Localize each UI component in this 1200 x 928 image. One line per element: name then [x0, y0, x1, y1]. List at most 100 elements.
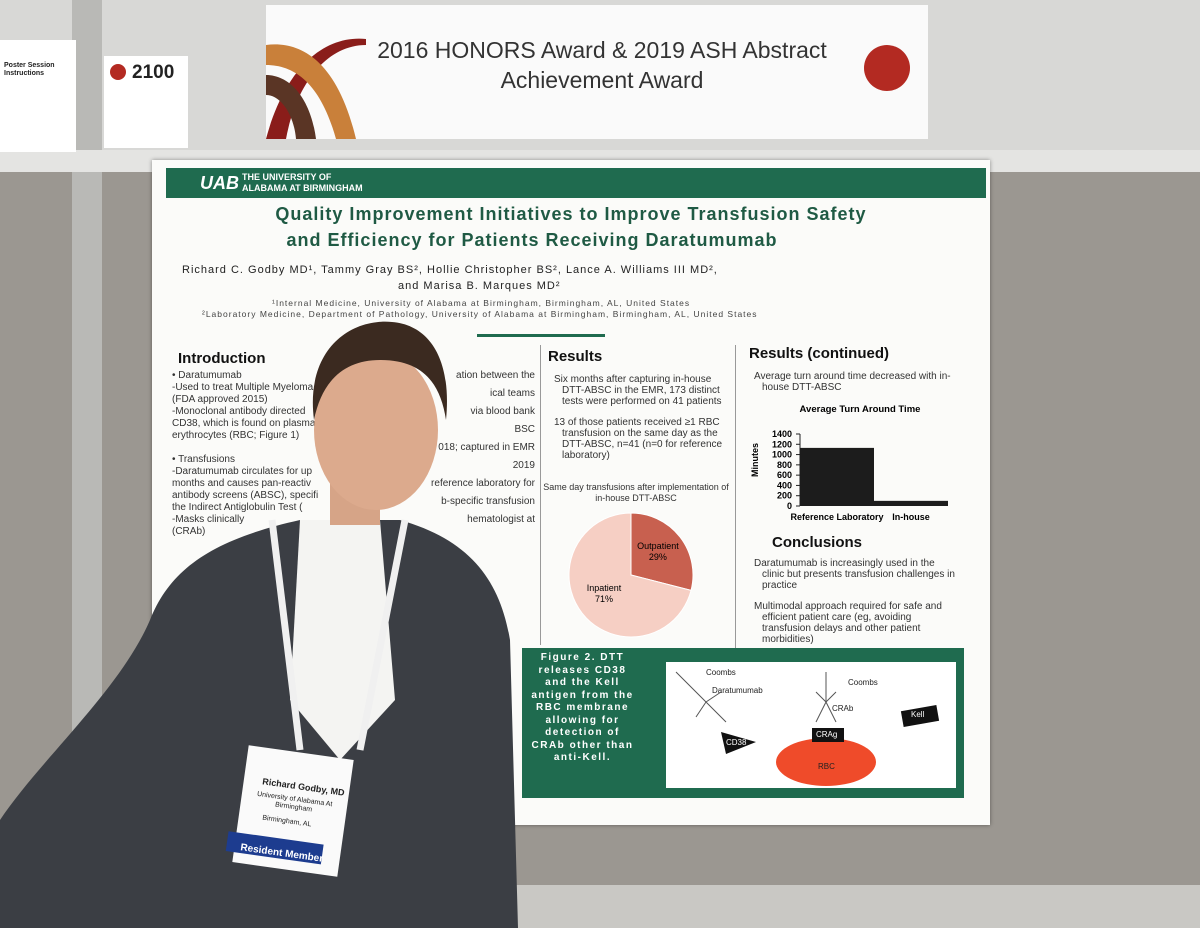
section-heading: Introduction — [178, 350, 266, 367]
poster-header-band: UAB THE UNIVERSITY OF ALABAMA AT BIRMING… — [166, 168, 986, 198]
text-line: BSC — [514, 424, 535, 435]
text-line: (CRAb) — [172, 526, 206, 537]
text-line: 018; captured in EMR — [438, 442, 535, 453]
ash-logo — [864, 45, 910, 91]
pie-slice — [568, 512, 692, 638]
bullet: 13 of those patients received ≥1 RBC tra… — [554, 417, 723, 461]
authors: Richard C. Godby MD¹, Tammy Gray BS², Ho… — [182, 264, 718, 276]
pie-value-label: 71% — [595, 594, 613, 604]
crag-shape — [812, 728, 844, 742]
figure-diagram: Coombs Daratumumab CD38 Coombs CRAb CRAg… — [666, 662, 956, 788]
figure-caption: Figure 2. DTT releases CD38 and the Kell… — [531, 652, 634, 763]
results-continued-text: Average turn around time decreased with … — [744, 367, 964, 403]
badge-band — [225, 831, 324, 865]
diagram — [675, 671, 940, 786]
y-tick-label: 800 — [777, 460, 792, 470]
affiliation: ²Laboratory Medicine, Department of Path… — [202, 309, 758, 319]
institution: THE UNIVERSITY OF — [242, 172, 332, 182]
text-line: months and causes pan-reactiv — [172, 478, 311, 489]
pie-label: Inpatient — [587, 583, 622, 593]
instruction-sheet: Poster Session Instructions — [0, 40, 76, 152]
diagram-label: RBC — [818, 762, 835, 771]
y-tick-label: 1000 — [772, 450, 792, 460]
text-line: -Masks clinically — [172, 514, 245, 525]
divider — [477, 334, 605, 337]
antibody — [675, 671, 727, 723]
text-line: the Indirect Antiglobulin Test ( — [172, 502, 303, 513]
text-line: 2019 — [512, 460, 535, 471]
pie-value-label: 29% — [649, 552, 667, 562]
text-line: hematologist at — [467, 514, 535, 525]
banner-title: Achievement Award — [500, 67, 704, 93]
bar — [800, 447, 874, 506]
column-rule — [540, 345, 541, 645]
diagram-label: CRAb — [832, 704, 854, 713]
text-line: • Daratumumab — [172, 370, 242, 381]
text-line: antibody screens (ABSC), specifi — [172, 490, 319, 501]
booth-number: 2100 — [132, 62, 175, 83]
section-heading: Results — [548, 348, 603, 365]
text-line: • Transfusions — [172, 454, 235, 465]
ash-dot — [110, 64, 126, 80]
bullet: Multimodal approach required for safe an… — [754, 601, 942, 645]
rbc-cell — [776, 738, 876, 786]
hair — [312, 321, 447, 420]
swirl — [266, 75, 316, 139]
pie-slice — [630, 512, 694, 592]
poster-title: Quality Improvement Initiatives to Impro… — [275, 204, 867, 224]
bullet: Average turn around time decreased with … — [754, 371, 951, 393]
bar — [874, 500, 948, 506]
poster: UAB THE UNIVERSITY OF ALABAMA AT BIRMING… — [152, 160, 990, 825]
y-tick-label: 200 — [777, 491, 792, 501]
text-line: reference laboratory for — [431, 478, 535, 489]
y-tick-label: 600 — [777, 470, 792, 480]
text-line: b-specific transfusion — [441, 496, 535, 507]
text-line: CD38, which is found on plasma c — [172, 418, 324, 429]
x-tick-label: Reference Laboratory — [790, 512, 883, 522]
bar-chart-y-label: Minutes — [750, 443, 760, 477]
diagram-label: Coombs — [848, 678, 878, 687]
diagram-label: CRAg — [816, 730, 838, 739]
bar-chart-title: Average Turn Around Time — [800, 404, 921, 415]
banner-swirl — [266, 38, 366, 139]
pie-label: Outpatient — [637, 541, 679, 551]
text-line: (FDA approved 2015) — [172, 394, 268, 405]
diagram-label: CD38 — [726, 738, 747, 747]
middle-text: ation between the ical teams via blood ban… — [420, 370, 535, 532]
poster-charts: Average Turn Around Time Minutes Outpati… — [568, 404, 948, 638]
bullet: Six months after capturing in-house DTT-… — [554, 374, 722, 407]
y-tick-label: 1200 — [772, 439, 792, 449]
bullet: Daratumumab is increasingly used in the … — [754, 558, 955, 591]
poster-title: and Efficiency for Patients Receiving Da… — [286, 230, 778, 250]
column-rule — [735, 345, 736, 665]
section-heading: Results (continued) — [749, 345, 890, 362]
diagram-label: Kell — [911, 710, 925, 719]
pie-title: Same day transfusions after implementati… — [543, 482, 729, 492]
authors: and Marisa B. Marques MD² — [398, 280, 561, 292]
results-text: Six months after capturing in-house DTT-… — [544, 370, 734, 471]
text-line: ation between the — [456, 370, 535, 381]
institution: ALABAMA AT BIRMINGHAM — [242, 183, 363, 193]
text-line: via blood bank — [470, 406, 536, 417]
award-banner: 2016 HONORS Award & 2019 ASH Abstract Ac… — [266, 5, 928, 139]
text-line: -Used to treat Multiple Myeloma — [172, 382, 314, 393]
suit — [0, 520, 518, 928]
text-line: erythrocytes (RBC; Figure 1) — [172, 430, 300, 441]
y-tick-label: 400 — [777, 480, 792, 490]
uab-logo: UAB — [200, 173, 239, 193]
cd38-shape — [721, 732, 756, 754]
section-heading: Conclusions — [772, 534, 863, 551]
text-line: -Daratumumab circulates for up — [172, 466, 313, 477]
text-line: ical teams — [489, 388, 535, 399]
x-tick-label: In-house — [892, 512, 930, 522]
y-tick-label: 1400 — [772, 429, 792, 439]
banner-title: 2016 HONORS Award & 2019 ASH Abstract — [377, 37, 827, 63]
face — [314, 350, 438, 510]
diagram-label: Coombs — [706, 668, 736, 677]
antibody — [815, 672, 837, 723]
text-line: -Monoclonal antibody directed — [172, 406, 306, 417]
diagram-label: Daratumumab — [712, 686, 763, 695]
